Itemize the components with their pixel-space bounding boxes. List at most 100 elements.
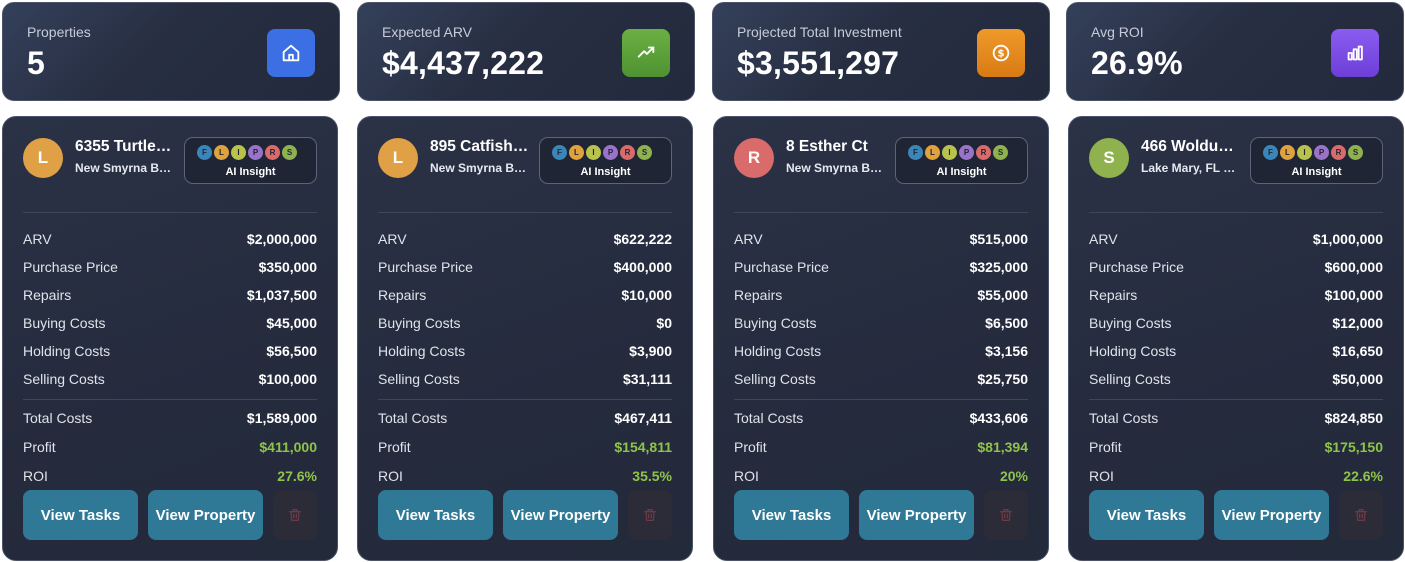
property-card: L 895 Catfish Ln New Smyrna Beach, FL FL… bbox=[357, 116, 693, 561]
holding-costs-value: $3,900 bbox=[629, 343, 672, 359]
row-label: Repairs bbox=[378, 287, 427, 303]
row-repairs: Repairs $100,000 bbox=[1089, 286, 1383, 304]
row-profit: Profit $154,811 bbox=[378, 438, 672, 456]
row-label: Purchase Price bbox=[734, 259, 829, 275]
stat-label: Expected ARV bbox=[382, 24, 473, 40]
view-property-button[interactable]: View Property bbox=[1214, 490, 1329, 540]
row-roi: ROI 20% bbox=[734, 467, 1028, 485]
repairs-value: $10,000 bbox=[621, 287, 672, 303]
stat-card-avg-roi: Avg ROI 26.9% bbox=[1066, 2, 1404, 101]
roi-value: 20% bbox=[999, 468, 1028, 484]
delete-button[interactable] bbox=[1339, 490, 1383, 540]
row-label: Selling Costs bbox=[378, 371, 460, 387]
row-label: Profit bbox=[1089, 439, 1122, 455]
row-repairs: Repairs $55,000 bbox=[734, 286, 1028, 304]
view-property-button[interactable]: View Property bbox=[503, 490, 618, 540]
divider bbox=[734, 212, 1028, 213]
row-label: Selling Costs bbox=[1089, 371, 1171, 387]
flipprs-letter-l: L bbox=[1280, 145, 1295, 160]
row-label: Total Costs bbox=[378, 410, 448, 426]
ai-insight-label: AI Insight bbox=[580, 166, 631, 178]
row-label: Repairs bbox=[1089, 287, 1138, 303]
row-label: Profit bbox=[734, 439, 767, 455]
row-selling-costs: Selling Costs $50,000 bbox=[1089, 370, 1383, 388]
roi-value: 22.6% bbox=[1343, 468, 1383, 484]
stat-value: $3,551,297 bbox=[737, 45, 900, 81]
flipprs-letter-i: I bbox=[231, 145, 246, 160]
roi-value: 35.5% bbox=[632, 468, 672, 484]
avatar: L bbox=[23, 138, 63, 178]
stat-card-properties: Properties 5 bbox=[2, 2, 340, 101]
avatar: S bbox=[1089, 138, 1129, 178]
row-roi: ROI 27.6% bbox=[23, 467, 317, 485]
flipprs-letter-i: I bbox=[586, 145, 601, 160]
purchase-price-value: $400,000 bbox=[613, 259, 672, 275]
home-icon bbox=[267, 29, 315, 77]
ai-insight-label: AI Insight bbox=[225, 166, 276, 178]
avatar: R bbox=[734, 138, 774, 178]
view-tasks-button[interactable]: View Tasks bbox=[1089, 490, 1204, 540]
flipprs-letter-s: S bbox=[637, 145, 652, 160]
buying-costs-value: $0 bbox=[656, 315, 672, 331]
row-label: ARV bbox=[23, 231, 52, 247]
delete-button[interactable] bbox=[628, 490, 672, 540]
property-card: S 466 Woldunn Cir Lake Mary, FL 32746 FL… bbox=[1068, 116, 1404, 561]
delete-button[interactable] bbox=[984, 490, 1028, 540]
row-repairs: Repairs $10,000 bbox=[378, 286, 672, 304]
divider bbox=[378, 399, 672, 400]
holding-costs-value: $16,650 bbox=[1332, 343, 1383, 359]
row-repairs: Repairs $1,037,500 bbox=[23, 286, 317, 304]
row-total-costs: Total Costs $1,589,000 bbox=[23, 409, 317, 427]
row-label: Buying Costs bbox=[23, 315, 106, 331]
ai-insight-label: AI Insight bbox=[936, 166, 987, 178]
delete-button[interactable] bbox=[273, 490, 317, 540]
row-label: Selling Costs bbox=[23, 371, 105, 387]
purchase-price-value: $325,000 bbox=[969, 259, 1028, 275]
row-label: Profit bbox=[23, 439, 56, 455]
property-card: R 8 Esther Ct New Smyrna Beach, FL FLIPR… bbox=[713, 116, 1049, 561]
buying-costs-value: $45,000 bbox=[266, 315, 317, 331]
row-total-costs: Total Costs $824,850 bbox=[1089, 409, 1383, 427]
row-label: ROI bbox=[1089, 468, 1114, 484]
row-label: Holding Costs bbox=[23, 343, 111, 359]
property-city: Lake Mary, FL 32746 bbox=[1141, 161, 1239, 175]
buying-costs-value: $6,500 bbox=[985, 315, 1028, 331]
view-tasks-button[interactable]: View Tasks bbox=[734, 490, 849, 540]
row-label: Buying Costs bbox=[1089, 315, 1172, 331]
selling-costs-value: $25,750 bbox=[977, 371, 1028, 387]
view-tasks-button[interactable]: View Tasks bbox=[378, 490, 493, 540]
arv-value: $2,000,000 bbox=[246, 231, 317, 247]
row-purchase-price: Purchase Price $400,000 bbox=[378, 258, 672, 276]
stat-label: Avg ROI bbox=[1091, 24, 1144, 40]
divider bbox=[23, 399, 317, 400]
flipprs-letter-i: I bbox=[1297, 145, 1312, 160]
bar-chart-icon bbox=[1331, 29, 1379, 77]
svg-text:$: $ bbox=[997, 49, 1004, 60]
row-holding-costs: Holding Costs $56,500 bbox=[23, 342, 317, 360]
view-property-button[interactable]: View Property bbox=[148, 490, 263, 540]
view-property-button[interactable]: View Property bbox=[859, 490, 974, 540]
row-label: Purchase Price bbox=[23, 259, 118, 275]
trending-up-icon bbox=[622, 29, 670, 77]
view-tasks-button[interactable]: View Tasks bbox=[23, 490, 138, 540]
repairs-value: $1,037,500 bbox=[246, 287, 317, 303]
row-buying-costs: Buying Costs $0 bbox=[378, 314, 672, 332]
flipprs-letter-p: P bbox=[1314, 145, 1329, 160]
property-card: L 6355 Turtle Mound Rd New Smyrna Beach,… bbox=[2, 116, 338, 561]
flipprs-letter-s: S bbox=[1348, 145, 1363, 160]
row-label: ROI bbox=[378, 468, 403, 484]
row-label: Holding Costs bbox=[1089, 343, 1177, 359]
row-profit: Profit $175,150 bbox=[1089, 438, 1383, 456]
flipprs-letter-f: F bbox=[1263, 145, 1278, 160]
repairs-value: $55,000 bbox=[977, 287, 1028, 303]
divider bbox=[734, 399, 1028, 400]
flipprs-letter-f: F bbox=[908, 145, 923, 160]
row-arv: ARV $1,000,000 bbox=[1089, 230, 1383, 248]
